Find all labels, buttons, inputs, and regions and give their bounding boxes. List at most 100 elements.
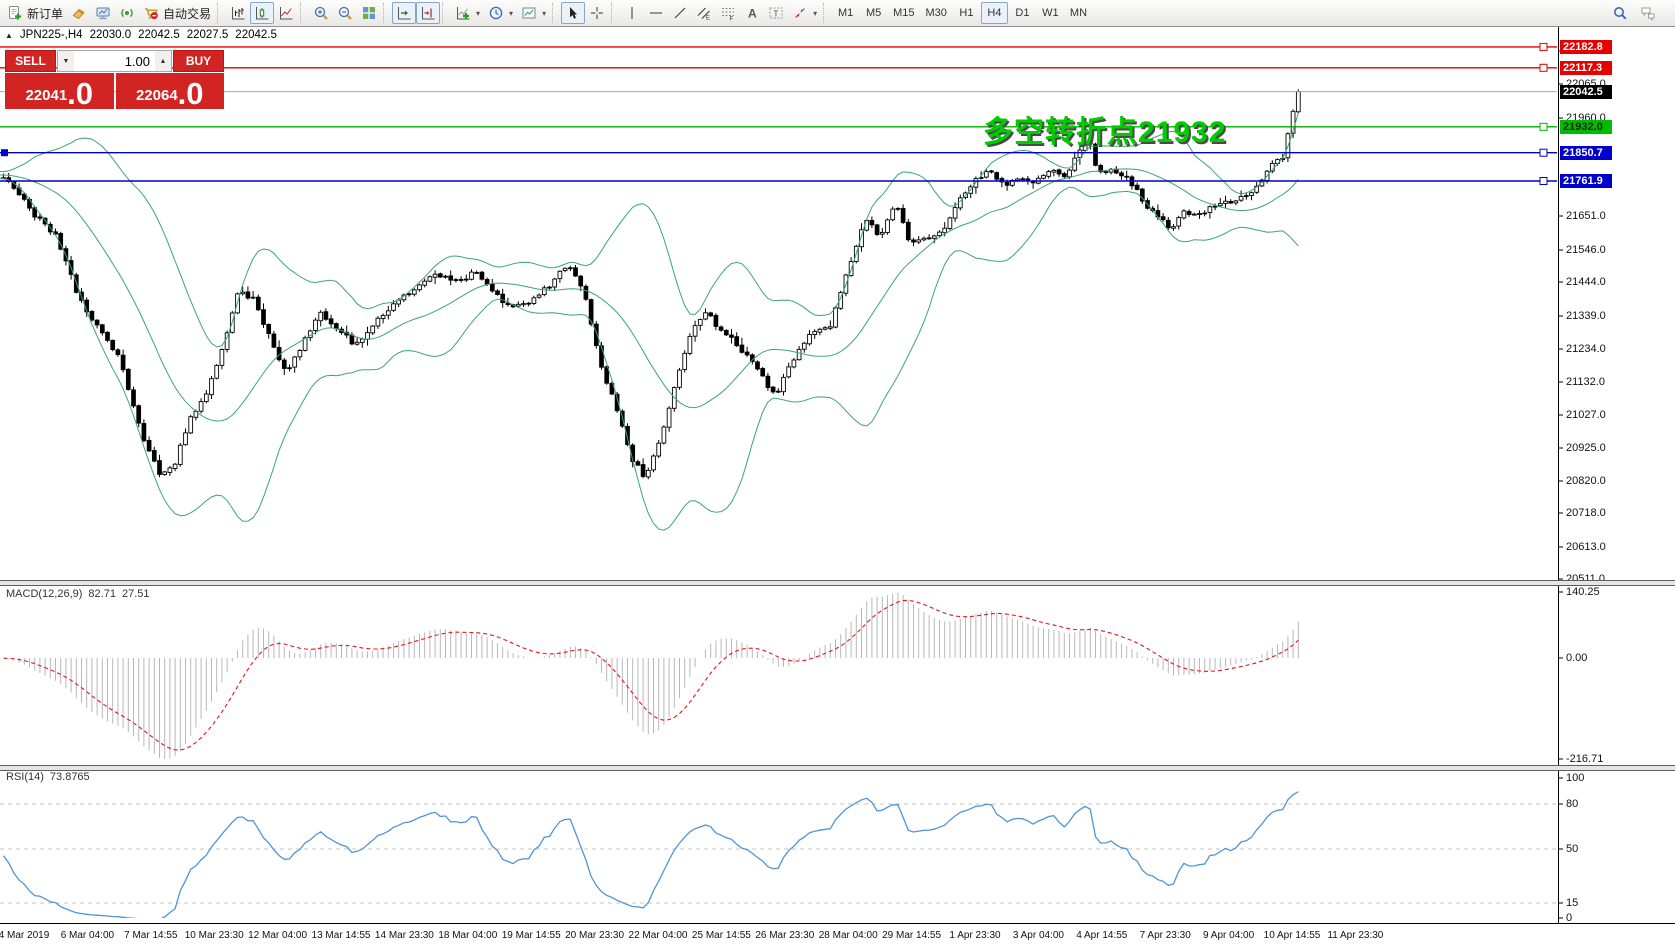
macd-value-signal: 27.51 <box>121 588 150 600</box>
clock-icon <box>488 5 504 21</box>
axis-tick-label: 21444.0 <box>1566 275 1606 288</box>
collapse-panel-icon[interactable]: ▲ <box>5 30 13 40</box>
vertical-line-tool-button[interactable] <box>620 2 644 24</box>
time-axis-label: 4 Mar 2019 <box>0 930 50 941</box>
axis-tick-label: 21132.0 <box>1566 375 1605 388</box>
chat-icon[interactable] <box>1640 5 1656 21</box>
signals-icon <box>119 5 135 21</box>
text-label-icon: T <box>768 5 784 21</box>
crosshair-tool-button[interactable] <box>585 2 609 24</box>
timeframe-m30-button[interactable]: M30 <box>925 7 947 19</box>
rsi-name: RSI(14) <box>6 771 44 783</box>
chart-title: ▲ JPN225-,H4 22030.0 22042.5 22027.5 220… <box>5 29 277 41</box>
timeframe-h4-button[interactable]: H4 <box>980 2 1008 24</box>
periods-button[interactable]: ▾ <box>484 2 517 24</box>
chevron-down-icon: ▾ <box>542 8 547 18</box>
timeframe-h1-button[interactable]: H1 <box>959 7 974 19</box>
svg-text:T: T <box>774 10 779 19</box>
time-axis-label: 9 Apr 04:00 <box>1203 930 1255 941</box>
price-tag: 21932.0 <box>1560 120 1612 134</box>
buy-price-main: 22064 <box>135 87 178 104</box>
timeframe-m15-button[interactable]: M15 <box>893 7 915 19</box>
volume-input[interactable] <box>74 51 155 71</box>
candlestick-mode-button[interactable] <box>250 2 275 24</box>
svg-text:E: E <box>706 16 710 22</box>
sell-button[interactable]: SELL <box>5 50 56 72</box>
ohlc-high: 22042.5 <box>138 29 180 41</box>
axis-tick-label: 21027.0 <box>1566 408 1606 421</box>
candlestick-icon <box>254 5 270 21</box>
volume-decrease-button[interactable]: ▼ <box>58 51 74 71</box>
chart-surface[interactable]: ▲ JPN225-,H4 22030.0 22042.5 22027.5 220… <box>0 27 1675 948</box>
zoom-in-button[interactable] <box>309 2 333 24</box>
axis-tick-label: 80 <box>1566 797 1579 810</box>
axis-tick-label: 0 <box>1566 911 1573 924</box>
cursor-tool-button[interactable] <box>561 2 586 24</box>
profiles-icon <box>95 5 111 21</box>
sell-price-display[interactable]: 22041 .0 <box>5 73 114 109</box>
bollinger-bands <box>0 112 1299 531</box>
tile-windows-icon <box>361 5 377 21</box>
new-order-button[interactable]: 新订单 <box>3 2 67 24</box>
volume-stepper: ▼ ▲ <box>57 50 172 72</box>
profiles-button[interactable] <box>91 2 115 24</box>
indicators-button[interactable]: ▾ <box>451 2 484 24</box>
price-tag: 22042.5 <box>1560 85 1612 99</box>
macd-plot <box>3 592 1299 759</box>
macd-name: MACD(12,26,9) <box>6 588 83 600</box>
equidistant-channel-tool-button[interactable]: E <box>692 2 716 24</box>
buy-price-display[interactable]: 22064 .0 <box>115 73 224 109</box>
timeframe-m1-button[interactable]: M1 <box>837 7 854 19</box>
templates-button[interactable]: ▾ <box>517 2 550 24</box>
time-axis-label: 29 Mar 14:55 <box>882 930 942 941</box>
panel-resize-handle[interactable] <box>0 765 1675 771</box>
time-axis-label: 26 Mar 23:30 <box>755 930 815 941</box>
signals-button[interactable] <box>115 2 139 24</box>
axis-tick-label: 100 <box>1566 771 1585 784</box>
timeframe-mn-button[interactable]: MN <box>1069 7 1088 19</box>
zoom-out-button[interactable] <box>333 2 357 24</box>
timeframe-d1-button[interactable]: D1 <box>1015 7 1030 19</box>
chart-shift-button[interactable] <box>416 2 441 24</box>
text-label-tool-button[interactable]: T <box>764 2 788 24</box>
arrows-tool-button[interactable]: ▾ <box>788 2 821 24</box>
time-axis-label: 18 Mar 04:00 <box>438 930 498 941</box>
chart-shift-icon <box>420 5 436 21</box>
buy-button[interactable]: BUY <box>173 50 224 72</box>
axis-tick-label: 0.00 <box>1566 651 1588 664</box>
toolbar-grip <box>217 3 224 23</box>
ohlc-low: 22027.5 <box>186 29 229 41</box>
macd-indicator-label: MACD(12,26,9) 82.71 27.51 <box>6 588 149 600</box>
panel-resize-handle[interactable] <box>0 580 1675 586</box>
trendline-tool-button[interactable] <box>668 2 692 24</box>
macd-value-main: 82.71 <box>88 588 116 600</box>
timeframe-m5-button[interactable]: M5 <box>865 7 882 19</box>
fibonacci-tool-button[interactable]: F <box>716 2 740 24</box>
toolbar-grip <box>300 3 307 23</box>
time-axis-label: 22 Mar 04:00 <box>628 930 688 941</box>
zoom-in-icon <box>313 5 329 21</box>
autotrading-button[interactable]: 自动交易 <box>139 2 215 24</box>
bar-chart-mode-button[interactable] <box>226 2 250 24</box>
search-icon[interactable] <box>1612 5 1628 21</box>
horizontal-line-tool-button[interactable] <box>644 2 668 24</box>
axis-tick-label: 20613.0 <box>1566 540 1606 553</box>
horizontal-level-lines[interactable] <box>0 42 1557 185</box>
timeframe-w1-button[interactable]: W1 <box>1042 7 1059 19</box>
autotrading-label: 自动交易 <box>163 6 212 21</box>
cursor-icon <box>565 5 581 21</box>
new-chart-button[interactable] <box>67 2 91 24</box>
fibonacci-icon: F <box>720 5 736 21</box>
volume-increase-button[interactable]: ▲ <box>155 51 171 71</box>
time-axis-label: 6 Mar 04:00 <box>60 930 115 941</box>
time-axis[interactable]: 4 Mar 2019 6 Mar 04:00 7 Mar 14:55 10 Mar 2… <box>0 923 1675 948</box>
tile-windows-button[interactable] <box>357 2 381 24</box>
auto-scroll-button[interactable] <box>392 2 417 24</box>
time-axis-label: 4 Apr 14:55 <box>1076 930 1128 941</box>
new-order-label: 新订单 <box>27 6 64 21</box>
line-chart-mode-button[interactable] <box>274 2 298 24</box>
chevron-down-icon: ▾ <box>509 8 514 18</box>
time-axis-label: 10 Mar 23:30 <box>184 930 244 941</box>
text-tool-button[interactable]: A <box>740 2 764 24</box>
